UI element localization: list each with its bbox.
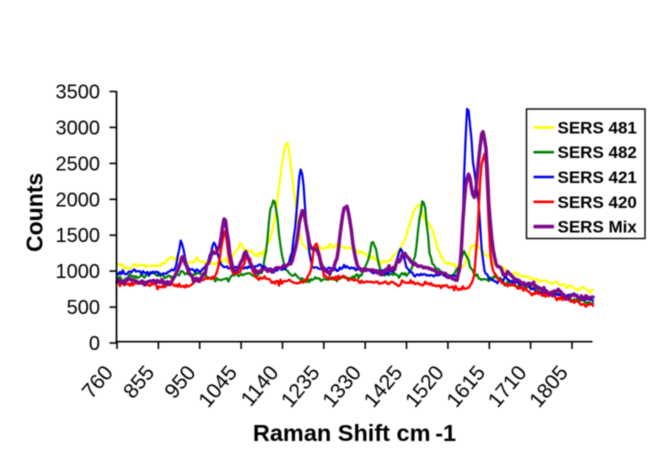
svg-text:2000: 2000 [56, 189, 101, 211]
svg-text:Counts: Counts [22, 173, 48, 252]
svg-text:0: 0 [89, 333, 100, 355]
svg-text:SERS Mix: SERS Mix [558, 218, 638, 237]
svg-text:3500: 3500 [56, 82, 101, 104]
svg-text:1000: 1000 [56, 261, 101, 283]
svg-text:SERS 482: SERS 482 [558, 143, 637, 162]
svg-text:500: 500 [67, 297, 100, 319]
svg-text:SERS 421: SERS 421 [558, 168, 637, 187]
svg-text:2500: 2500 [56, 153, 101, 175]
svg-text:3000: 3000 [56, 117, 101, 139]
svg-text:1500: 1500 [56, 225, 101, 247]
svg-text:SERS 481: SERS 481 [558, 118, 637, 137]
svg-text:Raman Shift cm -1: Raman Shift cm -1 [253, 420, 456, 446]
svg-text:SERS 420: SERS 420 [558, 193, 637, 212]
